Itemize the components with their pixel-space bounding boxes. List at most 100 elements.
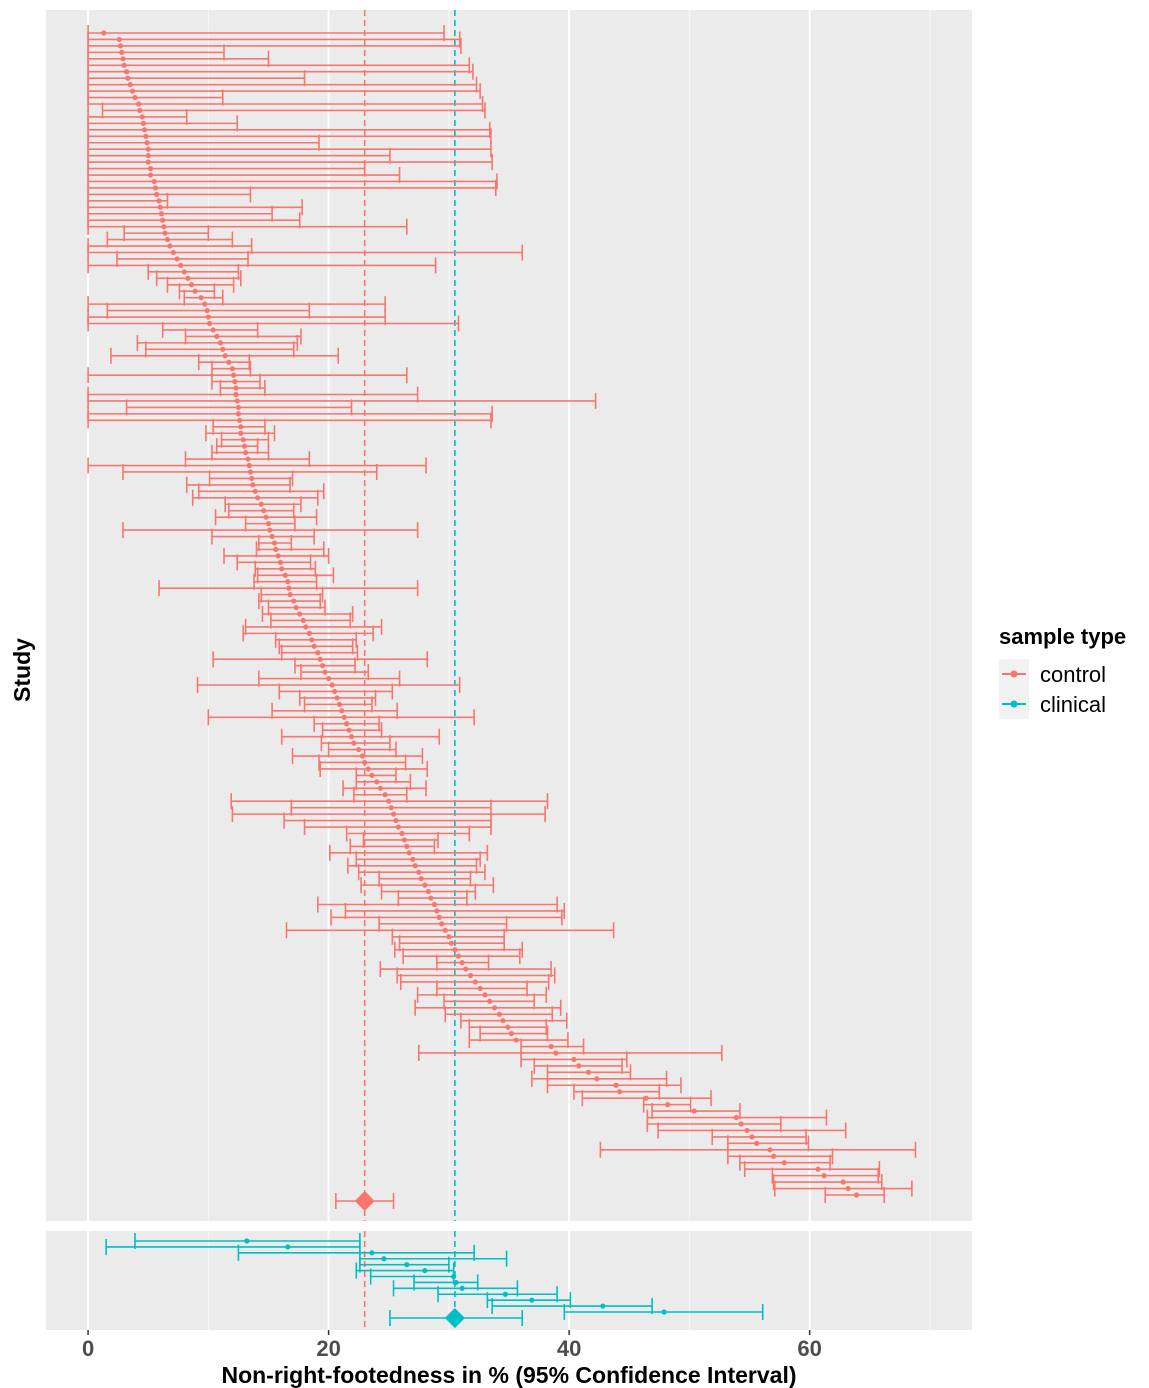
study-interval-control [196, 677, 461, 694]
study-point [410, 856, 416, 862]
study-interval-control [87, 96, 484, 113]
study-point [500, 1018, 506, 1024]
study-interval-control [353, 786, 408, 803]
study-interval-control [185, 476, 291, 493]
study-point [205, 314, 211, 320]
study-interval-control [290, 799, 492, 816]
study-point [442, 927, 448, 933]
study-point [210, 327, 216, 333]
study-point [271, 540, 278, 546]
study-interval-control [349, 838, 436, 855]
study-interval-control [87, 457, 427, 474]
study-interval-control [402, 948, 521, 965]
study-point [374, 779, 380, 785]
x-tick-label: 60 [797, 1336, 821, 1361]
study-point [744, 1127, 750, 1134]
study-point [285, 579, 291, 585]
study-point [600, 1303, 606, 1309]
study-interval-control [87, 218, 408, 235]
study-point [459, 1285, 465, 1291]
study-point [252, 488, 258, 494]
study-point [434, 908, 440, 914]
study-point [412, 863, 418, 869]
study-interval-control [330, 909, 563, 926]
study-point [167, 243, 173, 249]
study-point [139, 114, 145, 120]
study-point [399, 830, 405, 837]
study-point [459, 960, 465, 966]
study-point [617, 1089, 623, 1095]
legend: sample type control clinical [999, 624, 1126, 719]
study-point [116, 36, 122, 43]
study-point [263, 514, 269, 520]
study-point [369, 772, 375, 778]
study-point [297, 611, 303, 617]
study-interval-control [291, 748, 424, 765]
study-point [233, 391, 239, 398]
study-point [282, 572, 288, 578]
panel-clinical-background [46, 1231, 972, 1330]
study-interval-control [145, 341, 295, 358]
legend-item-clinical: clinical [999, 689, 1106, 719]
study-interval-control [87, 244, 524, 261]
study-interval-control [303, 819, 492, 836]
study-point [303, 624, 309, 630]
study-point [770, 1153, 777, 1159]
study-interval-control [303, 696, 373, 713]
study-point [232, 379, 238, 385]
study-interval-control [197, 354, 251, 371]
study-point [273, 546, 279, 553]
study-point [496, 1011, 502, 1017]
study-point [188, 282, 195, 288]
study-point [451, 1273, 457, 1280]
study-interval-control [399, 973, 550, 990]
study-point [395, 824, 401, 830]
study-interval-control [123, 225, 210, 242]
study-point [348, 734, 355, 740]
study-point [140, 120, 147, 126]
study-point [240, 437, 246, 443]
study-point [487, 998, 493, 1004]
study-interval-control [646, 1115, 782, 1132]
study-interval-control [166, 276, 235, 293]
study-point [404, 843, 410, 850]
study-point [815, 1166, 821, 1172]
study-interval-control [378, 915, 508, 932]
study-interval-control [214, 509, 318, 526]
study-point [285, 1244, 291, 1250]
study-point [356, 746, 362, 753]
study-point [144, 140, 150, 146]
study-point [181, 269, 187, 275]
study-interval-control [378, 870, 472, 887]
study-point [279, 566, 285, 572]
x-axis-title: Non-right-footedness in % (95% Confidenc… [221, 1362, 796, 1388]
study-point [250, 482, 256, 488]
study-point [148, 165, 154, 172]
study-interval-control [219, 380, 266, 397]
study-point [170, 249, 177, 256]
study-interval-control [416, 986, 548, 1003]
study-interval-control [727, 1148, 834, 1165]
study-point [214, 333, 220, 340]
study-interval-control [397, 890, 468, 907]
study-interval-clinical [369, 1268, 457, 1285]
study-point [158, 211, 165, 217]
study-point [300, 617, 306, 624]
pooled-diamond [354, 1191, 375, 1211]
study-point [157, 204, 163, 210]
study-interval-control [116, 250, 249, 267]
study-interval-control [278, 638, 354, 655]
study-point [431, 901, 438, 908]
study-interval-control [739, 1154, 831, 1171]
study-interval-control [274, 631, 358, 648]
study-point [315, 650, 321, 656]
study-interval-control [155, 270, 242, 287]
study-point [233, 385, 239, 391]
study-point [781, 1160, 787, 1166]
study-point [247, 469, 254, 475]
study-interval-control [106, 231, 234, 248]
study-point [258, 501, 264, 507]
study-interval-control [191, 489, 319, 506]
study-point [418, 876, 424, 882]
study-point [845, 1185, 851, 1192]
